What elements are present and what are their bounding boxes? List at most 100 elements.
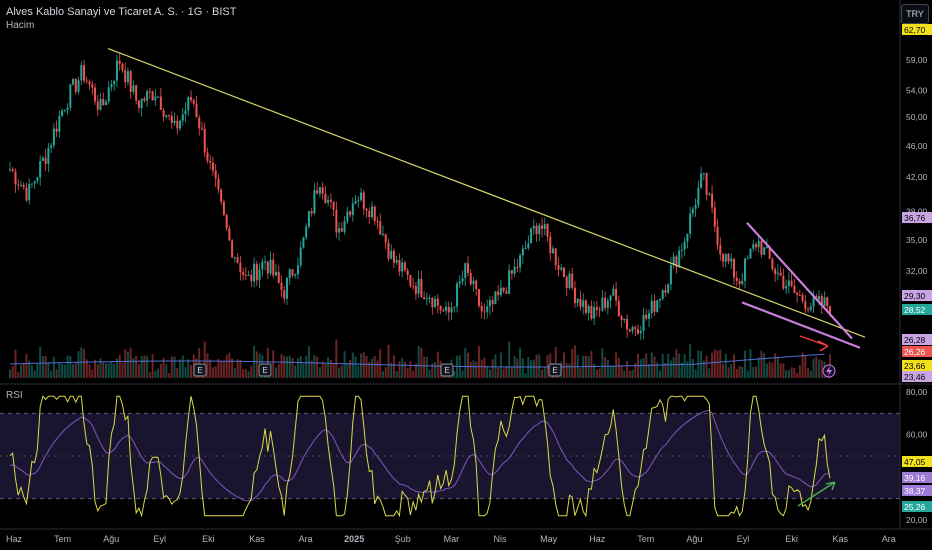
candle-body bbox=[220, 189, 223, 202]
candle-body bbox=[321, 187, 324, 194]
candle-body bbox=[401, 262, 404, 272]
candle-body bbox=[80, 65, 83, 81]
volume-bar bbox=[634, 363, 637, 378]
candle-body bbox=[387, 242, 390, 259]
candle-body bbox=[749, 248, 752, 259]
volume-bar bbox=[623, 370, 626, 378]
candle-body bbox=[412, 286, 415, 288]
volume-bar bbox=[157, 368, 160, 378]
volume-bar bbox=[497, 367, 500, 378]
candle-body bbox=[552, 248, 555, 254]
candle-body bbox=[417, 278, 420, 294]
volume-bar bbox=[242, 369, 245, 378]
candle-body bbox=[631, 327, 634, 332]
volume-bar bbox=[466, 352, 469, 378]
volume-bar bbox=[414, 363, 417, 378]
candle-body bbox=[360, 192, 363, 201]
candle-body bbox=[743, 258, 746, 281]
volume-bar bbox=[373, 355, 376, 378]
volume-bar bbox=[639, 359, 642, 378]
rsi-tick-label: 60,00 bbox=[906, 430, 928, 440]
price-tag-label: 36,76 bbox=[904, 213, 926, 223]
price-tag-label: 26,26 bbox=[904, 347, 926, 357]
volume-bar bbox=[72, 364, 75, 378]
candle-body bbox=[173, 120, 176, 123]
time-tick-label: Tem bbox=[54, 534, 71, 544]
candle-body bbox=[222, 201, 225, 215]
volume-bar bbox=[360, 353, 363, 378]
candle-body bbox=[338, 228, 341, 233]
volume-bar bbox=[225, 355, 228, 378]
candle-body bbox=[280, 282, 283, 291]
lightning-icon-glyph bbox=[826, 366, 832, 376]
volume-bar bbox=[626, 361, 629, 378]
candle-body bbox=[760, 240, 763, 255]
candle-body bbox=[179, 120, 182, 129]
rsi-tag-bg bbox=[902, 456, 932, 467]
volume-bar bbox=[653, 356, 656, 378]
candle-body bbox=[362, 192, 365, 209]
volume-bar bbox=[790, 367, 793, 378]
candle-body bbox=[83, 65, 86, 81]
candle-body bbox=[154, 96, 157, 101]
volume-bar bbox=[733, 354, 736, 378]
volume-bar bbox=[417, 345, 420, 378]
candle-body bbox=[239, 262, 242, 273]
time-tick-label: Tem bbox=[637, 534, 654, 544]
volume-bar bbox=[562, 352, 565, 378]
volume-bar bbox=[17, 372, 20, 378]
volume-bar bbox=[280, 354, 283, 378]
candle-body bbox=[647, 313, 650, 319]
volume-bar bbox=[785, 370, 788, 378]
candle-body bbox=[299, 247, 302, 266]
volume-bar bbox=[198, 348, 201, 378]
volume-bar bbox=[765, 363, 768, 378]
volume-bar bbox=[593, 363, 596, 378]
volume-bar bbox=[686, 361, 689, 378]
volume-bar bbox=[746, 370, 749, 378]
volume-bar bbox=[66, 355, 69, 378]
candle-body bbox=[206, 152, 209, 161]
volume-bar bbox=[77, 351, 80, 378]
earnings-event-marker: E bbox=[548, 363, 562, 377]
candle-body bbox=[96, 101, 99, 110]
event-marker-box bbox=[440, 363, 454, 377]
candle-body bbox=[584, 300, 587, 313]
candle-body bbox=[746, 258, 749, 260]
event-marker-label: E bbox=[262, 366, 267, 375]
volume-bar bbox=[165, 364, 168, 378]
candle-body bbox=[639, 330, 642, 334]
price-tag-bg bbox=[902, 346, 932, 357]
volume-bar bbox=[510, 367, 513, 378]
candle-body bbox=[266, 261, 269, 274]
price-tag-label: 23,46 bbox=[904, 372, 926, 382]
volume-bar bbox=[239, 359, 242, 378]
volume-bar bbox=[680, 362, 683, 378]
candle-body bbox=[381, 234, 384, 236]
volume-bar bbox=[502, 368, 505, 378]
rsi-tag-label: 38,37 bbox=[904, 486, 926, 496]
price-tick-label: 42,00 bbox=[906, 172, 928, 182]
candle-body bbox=[497, 291, 500, 296]
volume-bar bbox=[94, 359, 97, 378]
candle-body bbox=[604, 297, 607, 308]
currency-button[interactable]: TRY bbox=[901, 4, 929, 24]
candle-body bbox=[475, 280, 478, 290]
candle-body bbox=[678, 250, 681, 268]
candle-body bbox=[184, 110, 187, 115]
candle-body bbox=[483, 311, 486, 313]
candle-body bbox=[118, 60, 121, 64]
event-marker-label: E bbox=[444, 366, 449, 375]
candle-body bbox=[571, 273, 574, 288]
candle-body bbox=[77, 80, 80, 92]
candle-body bbox=[628, 329, 631, 332]
candle-body bbox=[434, 298, 437, 308]
candle-body bbox=[294, 274, 297, 276]
candle-body bbox=[554, 248, 557, 266]
volume-bar bbox=[702, 360, 705, 378]
candle-body bbox=[713, 207, 716, 227]
candle-body bbox=[316, 190, 319, 194]
volume-bar bbox=[294, 365, 297, 378]
volume-bar bbox=[384, 367, 387, 378]
